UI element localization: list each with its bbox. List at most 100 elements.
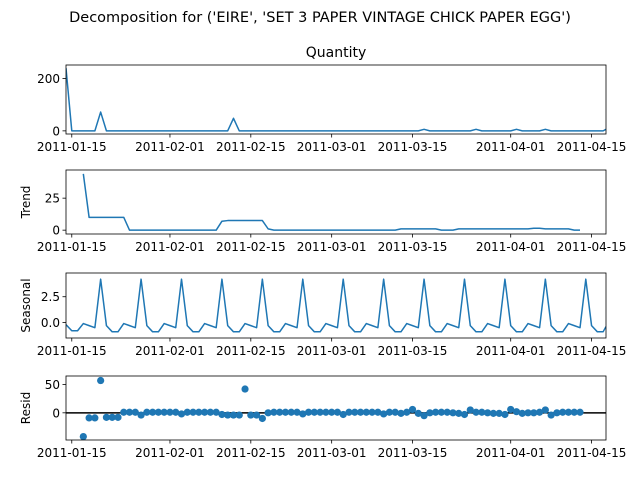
x-tick-label: 2011-03-15 <box>378 140 448 154</box>
resid-point <box>576 408 584 416</box>
plot-area <box>66 68 606 132</box>
y-axis-label: Resid <box>19 392 33 424</box>
resid-point <box>270 408 278 416</box>
resid-point <box>183 408 191 416</box>
resid-point <box>229 411 238 419</box>
panel-0: Quantity 0 200 2011-01-15 2011-02-01 2011-02-… <box>37 45 627 154</box>
resid-point <box>333 408 342 416</box>
resid-point <box>449 409 457 417</box>
resid-point <box>91 414 99 422</box>
resid-point <box>154 408 163 416</box>
resid-point <box>322 408 330 416</box>
resid-point <box>310 408 318 416</box>
resid-point <box>507 405 515 414</box>
resid-point <box>472 408 480 416</box>
resid-point <box>201 408 209 416</box>
resid-point <box>385 408 394 416</box>
resid-point <box>530 409 538 417</box>
y-axis-label: Trend <box>19 186 33 220</box>
resid-point <box>368 408 376 416</box>
x-tick-label: 2011-03-15 <box>378 240 448 254</box>
resid-point <box>535 408 544 416</box>
resid-point <box>85 414 93 422</box>
resid-point <box>177 410 186 418</box>
axes-frame <box>65 375 607 441</box>
panel-title: Quantity <box>306 45 367 61</box>
resid-point <box>351 408 359 416</box>
resid-point <box>374 408 382 416</box>
series-line <box>82 173 581 231</box>
resid-point <box>541 406 549 414</box>
resid-point <box>247 411 255 419</box>
x-tick-label: 2011-01-15 <box>37 240 107 254</box>
y-tick-label: 0 <box>52 124 60 138</box>
resid-point <box>97 376 105 385</box>
x-tick-label: 2011-02-01 <box>135 140 205 154</box>
resid-point <box>391 408 399 416</box>
resid-point <box>403 408 411 416</box>
plot-area <box>66 278 606 333</box>
x-tick-label: 2011-02-15 <box>216 240 286 254</box>
y-tick-label: 200 <box>37 72 60 86</box>
x-tick-label: 2011-01-15 <box>37 344 107 358</box>
x-tick-label: 2011-02-15 <box>216 140 286 154</box>
x-tick-label: 2011-04-01 <box>476 240 546 254</box>
resid-point <box>570 408 578 416</box>
axes-frame <box>65 64 607 135</box>
resid-point <box>328 408 336 416</box>
resid-point <box>489 409 497 417</box>
resid-point <box>287 408 295 416</box>
x-tick-label: 2011-04-15 <box>557 240 627 254</box>
x-tick-label: 2011-01-15 <box>37 140 107 154</box>
x-tick-label: 2011-03-15 <box>378 446 448 460</box>
x-tick-label: 2011-01-15 <box>37 446 107 460</box>
series-line <box>66 278 606 333</box>
resid-point <box>553 409 561 417</box>
series-line <box>66 68 606 132</box>
y-tick-label: 2.5 <box>41 290 60 304</box>
resid-point <box>455 409 463 417</box>
y-axis-label: Seasonal <box>19 278 33 332</box>
resid-point <box>345 408 353 416</box>
resid-point <box>380 410 388 418</box>
axes-frame <box>65 169 607 235</box>
resid-point <box>241 385 249 393</box>
resid-point <box>160 408 168 416</box>
resid-point <box>276 408 284 416</box>
resid-point <box>149 408 157 416</box>
resid-point <box>293 408 301 416</box>
x-tick-label: 2011-02-01 <box>135 446 205 460</box>
resid-point <box>108 413 116 421</box>
resid-point <box>258 414 266 423</box>
x-tick-label: 2011-04-15 <box>557 140 627 154</box>
resid-point <box>143 408 151 416</box>
axes-frame <box>65 272 607 339</box>
resid-point <box>339 410 347 419</box>
x-tick-label: 2011-03-01 <box>297 240 367 254</box>
resid-point <box>408 405 417 414</box>
y-tick-label: 50 <box>45 378 60 392</box>
plot-area <box>66 376 606 440</box>
resid-point <box>114 413 122 421</box>
resid-point <box>120 408 128 416</box>
resid-point <box>189 408 197 416</box>
resid-point <box>547 411 555 419</box>
resid-point <box>460 410 469 419</box>
x-tick-label: 2011-04-01 <box>476 140 546 154</box>
figure-suptitle: Decomposition for ('EIRE', 'SET 3 PAPER … <box>69 10 571 26</box>
x-tick-label: 2011-03-01 <box>297 344 367 358</box>
resid-point <box>316 408 324 416</box>
resid-point <box>484 409 492 417</box>
resid-point <box>79 433 87 440</box>
resid-point <box>281 408 290 416</box>
resid-point <box>304 408 313 416</box>
resid-point <box>437 408 446 416</box>
resid-point <box>518 409 526 417</box>
resid-point <box>137 411 145 419</box>
plot-area <box>82 173 581 231</box>
resid-point <box>559 408 567 416</box>
x-tick-label: 2011-03-01 <box>297 140 367 154</box>
y-tick-label: 0 <box>52 406 60 420</box>
resid-point <box>478 408 486 416</box>
